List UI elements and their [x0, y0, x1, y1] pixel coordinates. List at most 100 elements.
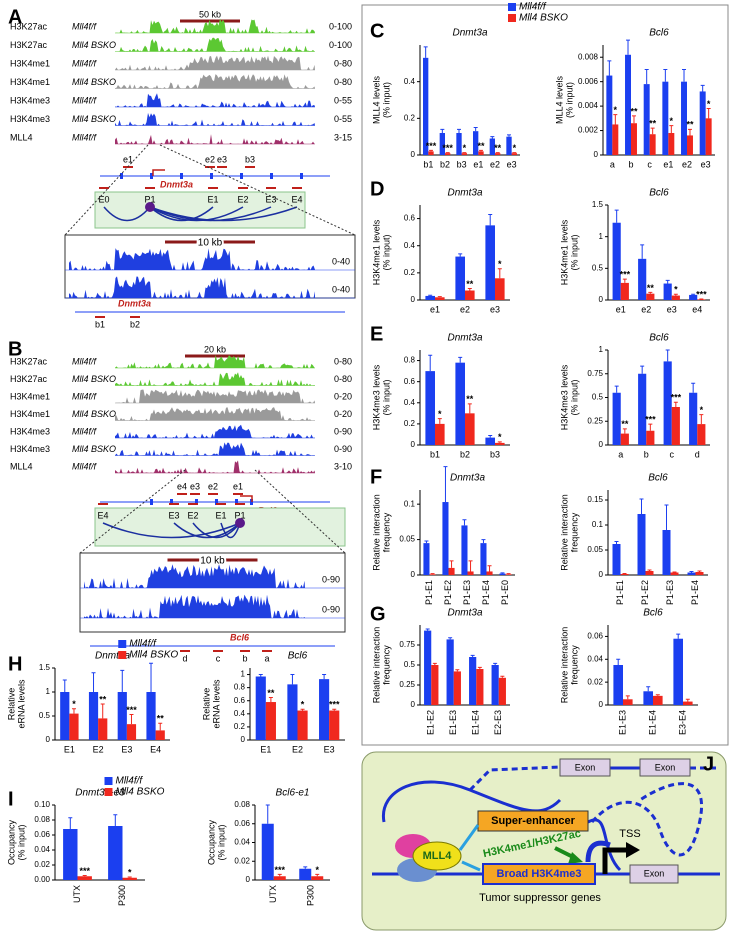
bar [643, 84, 650, 155]
significance: ** [466, 279, 474, 289]
y-tick-label: 0 [411, 700, 416, 709]
bar [261, 823, 274, 880]
y-tick-label: 0 [46, 735, 51, 744]
bar [77, 876, 92, 880]
error-bar [631, 115, 636, 124]
y-axis-label: Relative interaction [371, 627, 381, 704]
error-bar [626, 39, 631, 55]
error-bar [481, 539, 486, 544]
bar [646, 293, 655, 300]
error-bar [706, 108, 711, 119]
bar [311, 876, 324, 880]
exon [215, 499, 218, 505]
loop-anchor [292, 187, 302, 189]
x-tick-label: e1 [663, 159, 673, 169]
error-bar [458, 253, 463, 257]
x-tick-label: E1-E3 [448, 710, 458, 735]
bar [620, 282, 629, 300]
track-genotype: Mll4f/f [72, 21, 98, 31]
error-bar [691, 382, 696, 393]
x-tick-label: P1-E1 [424, 580, 434, 605]
bar [453, 671, 461, 705]
significance: *** [329, 700, 340, 710]
scale-label: 10 kb [200, 556, 225, 567]
bar [705, 118, 712, 155]
chart-title: Bcl6 [648, 473, 668, 484]
bar [431, 665, 439, 705]
significance: ** [99, 694, 107, 704]
x-tick-label: e1 [473, 159, 483, 169]
bar [423, 543, 430, 575]
y-axis-label: H3K4me1 levels [559, 219, 569, 285]
y-tick-label: 0.10 [34, 800, 50, 809]
track-genotype: Mll4f/f [72, 356, 98, 366]
loop-label: P1 [234, 510, 245, 520]
loop-arc [102, 522, 241, 539]
mll4-label: MLL4 [423, 850, 453, 862]
panel-label: F [370, 466, 382, 488]
region-bar [130, 316, 140, 318]
bar [63, 829, 78, 880]
error-bar [664, 504, 669, 530]
signal-track [115, 372, 315, 386]
exon [150, 173, 153, 179]
region-label: e2 [208, 481, 218, 491]
x-tick-label: b [644, 449, 649, 459]
error-bar [62, 679, 67, 692]
x-tick-label: E1 [260, 744, 271, 754]
track-mark: H3K4me1 [10, 77, 50, 87]
bar [425, 295, 435, 300]
track-range: 0-80 [334, 356, 352, 366]
tss-arrow [152, 169, 165, 176]
x-tick-label: a [618, 449, 623, 459]
error-bar [699, 414, 704, 425]
error-bar [614, 385, 619, 393]
error-bar [646, 686, 651, 692]
error-bar [700, 84, 705, 92]
loop-label: E2 [237, 194, 248, 204]
track-genotype: Mll4 BSKO [72, 374, 116, 384]
track-range: 0-80 [334, 77, 352, 87]
bar [429, 574, 436, 575]
bar [69, 713, 79, 740]
y-axis-label: (% input) [216, 824, 226, 860]
y-tick-label: 0 [411, 570, 416, 579]
error-bar [82, 875, 87, 877]
bar [489, 138, 495, 155]
x-tick-label: E1 [64, 744, 75, 754]
y-axis-label: frequency [381, 512, 391, 552]
bar [643, 691, 653, 705]
bar [649, 134, 656, 155]
y-tick-label: 0.8 [404, 356, 416, 365]
bar [662, 81, 669, 155]
error-bar [303, 866, 308, 869]
scale-label: 10 kb [198, 238, 223, 249]
error-bar [120, 669, 125, 692]
x-tick-label: E2 [292, 744, 303, 754]
bar [612, 392, 621, 445]
error-bar [71, 708, 76, 714]
error-bar [625, 695, 630, 700]
error-bar [268, 696, 273, 703]
gene-label: Dnmt3a [160, 179, 193, 189]
y-tick-label: 0.4 [404, 398, 416, 407]
error-bar [129, 714, 134, 725]
error-bar [429, 149, 433, 152]
chart-title: Bcl6 [649, 188, 669, 199]
significance: * [513, 143, 517, 153]
error-bar [127, 876, 132, 878]
bar [456, 133, 462, 155]
y-axis-label: frequency [569, 512, 579, 552]
x-tick-label: UTX [72, 885, 82, 903]
chart-title: Dnmt3a [447, 188, 482, 199]
error-bar [622, 428, 627, 434]
bar [478, 151, 484, 155]
x-tick-label: e1 [616, 304, 626, 314]
bar [146, 692, 156, 740]
significance: ** [630, 106, 638, 116]
loop-arc [103, 206, 151, 222]
loop-anchor [169, 503, 179, 505]
signal-track [115, 112, 315, 126]
